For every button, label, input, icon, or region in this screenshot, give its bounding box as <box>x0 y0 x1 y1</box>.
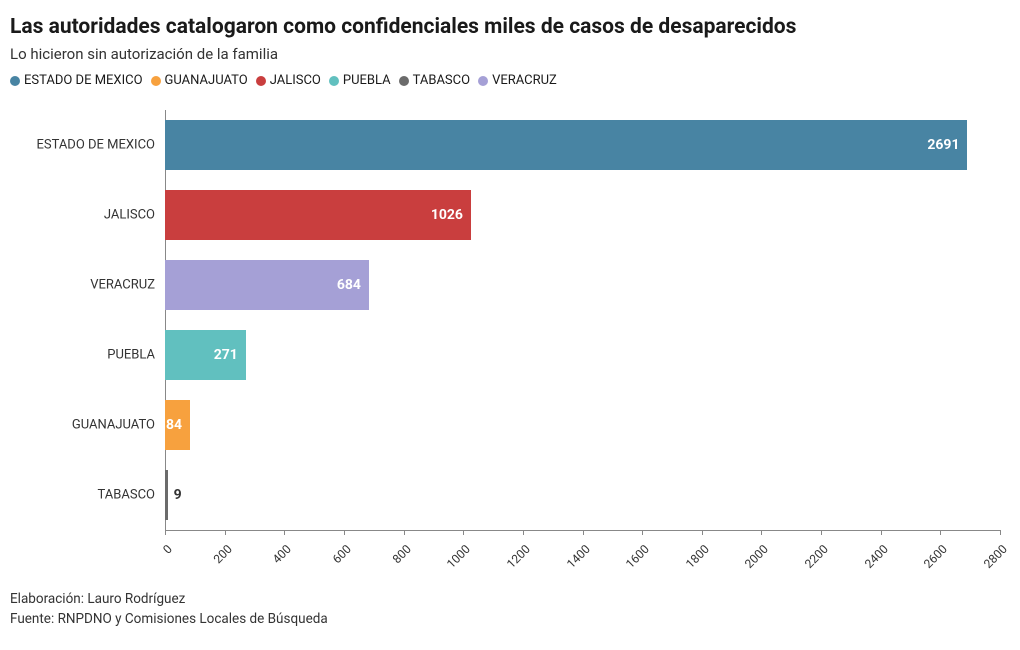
footnote-source: Fuente: RNPDNO y Comisiones Locales de B… <box>10 610 1010 630</box>
category-label: JALISCO <box>10 208 155 223</box>
bar: 84 <box>165 400 190 450</box>
x-tick-label: 200 <box>210 542 234 566</box>
x-tick-label: 600 <box>330 542 354 566</box>
category-label: ESTADO DE MEXICO <box>10 138 155 153</box>
legend-label: GUANAJUATO <box>165 73 248 88</box>
x-tick-label: 400 <box>270 542 294 566</box>
legend-item: JALISCO <box>256 73 321 88</box>
x-tick <box>642 530 643 535</box>
legend-label: TABASCO <box>413 73 470 88</box>
bar-value-label: 9 <box>174 487 182 503</box>
bar: 271 <box>165 330 246 380</box>
bar: 9 <box>165 470 168 520</box>
legend-swatch <box>329 76 339 86</box>
bar-row: JALISCO 1026 <box>10 180 1010 250</box>
legend-swatch <box>256 76 266 86</box>
chart-container: Las autoridades catalogaron como confide… <box>0 0 1020 639</box>
category-label: PUEBLA <box>10 348 155 363</box>
x-tick <box>940 530 941 535</box>
legend-item: TABASCO <box>399 73 470 88</box>
category-label: GUANAJUATO <box>10 418 155 433</box>
chart-title: Las autoridades catalogaron como confide… <box>10 14 1010 41</box>
legend-label: PUEBLA <box>343 73 391 88</box>
x-tick <box>165 530 166 535</box>
bar-row: ESTADO DE MEXICO 2691 <box>10 110 1010 180</box>
chart-subtitle: Lo hicieron sin autorización de la famil… <box>10 45 1010 63</box>
legend-swatch <box>10 76 20 86</box>
x-tick-label: 1200 <box>504 542 533 571</box>
chart-plot-area: ESTADO DE MEXICO 2691 JALISCO 1026 VERACRUZ 6… <box>10 110 1010 530</box>
bar-value-label: 684 <box>337 277 361 293</box>
legend-swatch <box>399 76 409 86</box>
bar: 1026 <box>165 190 471 240</box>
x-tick <box>344 530 345 535</box>
legend-item: VERACRUZ <box>478 73 557 88</box>
x-tick-label: 0 <box>160 542 175 557</box>
bar-row: PUEBLA 271 <box>10 320 1010 390</box>
category-label: TABASCO <box>10 488 155 503</box>
x-tick-label: 1800 <box>683 542 712 571</box>
x-tick-label: 2400 <box>862 542 891 571</box>
chart-footnotes: Elaboración: Lauro Rodríguez Fuente: RNP… <box>10 590 1010 629</box>
x-tick <box>881 530 882 535</box>
legend-swatch <box>151 76 161 86</box>
x-tick <box>583 530 584 535</box>
x-tick <box>821 530 822 535</box>
x-tick-label: 2000 <box>742 542 771 571</box>
footnote-elaboration: Elaboración: Lauro Rodríguez <box>10 590 1010 610</box>
x-tick <box>463 530 464 535</box>
legend-label: VERACRUZ <box>492 73 557 88</box>
x-tick-label: 2800 <box>981 542 1010 571</box>
legend-label: ESTADO DE MEXICO <box>24 73 143 88</box>
x-tick <box>702 530 703 535</box>
bar-row: GUANAJUATO 84 <box>10 390 1010 460</box>
x-tick <box>225 530 226 535</box>
x-axis: 0200400600800100012001400160018002000220… <box>165 530 1000 580</box>
bar-value-label: 84 <box>166 417 182 433</box>
category-label: VERACRUZ <box>10 278 155 293</box>
x-tick-label: 2200 <box>802 542 831 571</box>
x-tick-label: 2600 <box>921 542 950 571</box>
legend-item: GUANAJUATO <box>151 73 248 88</box>
bar-value-label: 1026 <box>431 207 463 223</box>
x-tick <box>523 530 524 535</box>
bar-value-label: 271 <box>214 347 238 363</box>
x-tick-label: 800 <box>389 542 413 566</box>
bar: 684 <box>165 260 369 310</box>
bar-value-label: 2691 <box>927 137 959 153</box>
legend-swatch <box>478 76 488 86</box>
bar: 2691 <box>165 120 967 170</box>
legend-label: JALISCO <box>270 73 321 88</box>
x-tick <box>1000 530 1001 535</box>
chart-legend: ESTADO DE MEXICO GUANAJUATO JALISCO PUEBLA T… <box>10 73 1010 88</box>
bar-row: VERACRUZ 684 <box>10 250 1010 320</box>
legend-item: ESTADO DE MEXICO <box>10 73 143 88</box>
legend-item: PUEBLA <box>329 73 391 88</box>
x-tick-label: 1400 <box>563 542 592 571</box>
x-tick <box>284 530 285 535</box>
x-tick <box>404 530 405 535</box>
bar-row: TABASCO 9 <box>10 460 1010 530</box>
x-tick-label: 1000 <box>444 542 473 571</box>
x-tick <box>761 530 762 535</box>
x-tick-label: 1600 <box>623 542 652 571</box>
